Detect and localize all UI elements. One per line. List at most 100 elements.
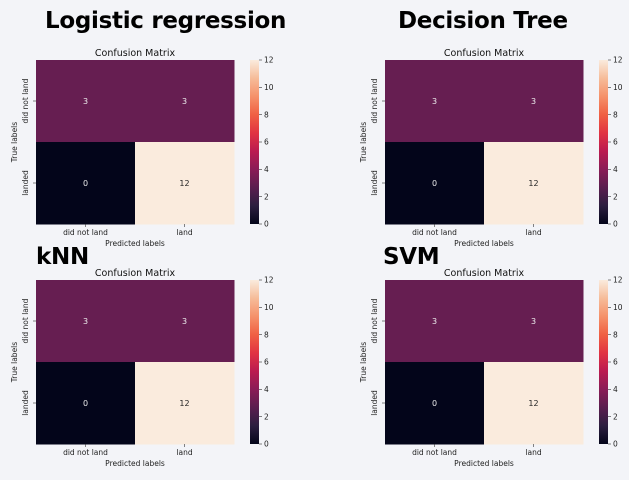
- y-axis-label: True labels: [10, 122, 19, 163]
- colorbar-tick-label: 8: [264, 330, 269, 339]
- cell-value-label: 12: [528, 399, 538, 408]
- confusion-matrix-knn: Confusion Matrix 3 3 0 12 did not land land Pre…: [10, 268, 274, 468]
- y-tick-label: landed: [21, 390, 30, 416]
- heatmap-cell: [484, 362, 584, 445]
- x-tick-label: land: [525, 448, 541, 457]
- colorbar-tick-label: 6: [613, 358, 618, 367]
- cell-value-label: 3: [182, 97, 187, 106]
- confusion-matrix-logistic-regression: Confusion Matrix 3 3 0 12 did not land land Pre…: [10, 48, 274, 248]
- y-axis-label: True labels: [10, 342, 19, 383]
- colorbar-tick-label: 6: [264, 358, 269, 367]
- colorbar-tick-label: 6: [613, 138, 618, 147]
- chart-title: Confusion Matrix: [444, 48, 525, 59]
- heading-logistic-regression: Logistic regression: [45, 8, 287, 34]
- heading-knn: kNN: [36, 244, 89, 270]
- colorbar-tick-label: 2: [264, 192, 269, 201]
- x-tick-label: land: [176, 228, 192, 237]
- heatmap-cell: [36, 142, 136, 225]
- cell-value-label: 12: [179, 399, 189, 408]
- heatmap-cell: [385, 280, 485, 363]
- heatmap-cell: [36, 60, 136, 143]
- y-tick-label: did not land: [21, 298, 30, 343]
- colorbar-tick-label: 10: [264, 303, 274, 312]
- heatmap-cell: [135, 60, 235, 143]
- colorbar-tick-label: 8: [613, 330, 618, 339]
- heatmap-cell: [135, 142, 235, 225]
- x-tick-label: did not land: [63, 448, 108, 457]
- heatmap-cell: [36, 362, 136, 445]
- heatmap-cell: [385, 142, 485, 225]
- cell-value-label: 12: [528, 179, 538, 188]
- colorbar-tick-label: 0: [613, 220, 618, 229]
- cell-value-label: 3: [432, 317, 437, 326]
- colorbar-tick-label: 8: [613, 110, 618, 119]
- colorbar: [599, 60, 608, 224]
- colorbar: [250, 60, 259, 224]
- colorbar-tick-label: 0: [264, 440, 269, 449]
- cell-value-label: 3: [531, 317, 536, 326]
- heatmap-cell: [36, 280, 136, 363]
- colorbar-tick-label: 0: [613, 440, 618, 449]
- x-tick-label: land: [176, 448, 192, 457]
- y-tick-label: landed: [21, 170, 30, 196]
- colorbar-tick-label: 2: [264, 412, 269, 421]
- heading-svm: SVM: [383, 244, 440, 270]
- cell-value-label: 0: [83, 179, 88, 188]
- cell-value-label: 0: [83, 399, 88, 408]
- colorbar-tick-label: 0: [264, 220, 269, 229]
- cell-value-label: 0: [432, 399, 437, 408]
- y-tick-label: landed: [370, 390, 379, 416]
- colorbar-tick-label: 10: [613, 83, 623, 92]
- x-tick-label: land: [525, 228, 541, 237]
- colorbar-tick-label: 12: [264, 276, 274, 285]
- cell-value-label: 3: [83, 317, 88, 326]
- y-axis-label: True labels: [359, 342, 368, 383]
- colorbar-tick-label: 2: [613, 192, 618, 201]
- y-axis-label: True labels: [359, 122, 368, 163]
- cell-value-label: 3: [83, 97, 88, 106]
- colorbar-tick-label: 6: [264, 138, 269, 147]
- y-tick-label: did not land: [370, 78, 379, 123]
- colorbar: [599, 280, 608, 444]
- cell-value-label: 3: [432, 97, 437, 106]
- cell-value-label: 3: [182, 317, 187, 326]
- colorbar-tick-label: 12: [264, 56, 274, 65]
- cell-value-label: 12: [179, 179, 189, 188]
- x-axis-label: Predicted labels: [105, 239, 165, 248]
- x-tick-label: did not land: [63, 228, 108, 237]
- colorbar-tick-label: 4: [613, 165, 618, 174]
- chart-title: Confusion Matrix: [444, 268, 525, 279]
- colorbar-tick-label: 10: [613, 303, 623, 312]
- chart-title: Confusion Matrix: [95, 48, 176, 59]
- cell-value-label: 3: [531, 97, 536, 106]
- confusion-matrix-svm: Confusion Matrix 3 3 0 12 did not land land Pre…: [359, 268, 623, 468]
- colorbar: [250, 280, 259, 444]
- colorbar-tick-label: 12: [613, 276, 623, 285]
- cell-value-label: 0: [432, 179, 437, 188]
- heatmap-cell: [385, 362, 485, 445]
- heatmap-cell: [484, 142, 584, 225]
- colorbar-tick-label: 8: [264, 110, 269, 119]
- x-tick-label: did not land: [412, 228, 457, 237]
- y-tick-label: landed: [370, 170, 379, 196]
- heatmap-cell: [484, 60, 584, 143]
- x-axis-label: Predicted labels: [454, 239, 514, 248]
- colorbar-tick-label: 12: [613, 56, 623, 65]
- y-tick-label: did not land: [21, 78, 30, 123]
- x-axis-label: Predicted labels: [105, 459, 165, 468]
- colorbar-tick-label: 4: [613, 385, 618, 394]
- heatmap-cell: [385, 60, 485, 143]
- x-tick-label: did not land: [412, 448, 457, 457]
- heatmap-cell: [135, 280, 235, 363]
- colorbar-tick-label: 10: [264, 83, 274, 92]
- y-tick-label: did not land: [370, 298, 379, 343]
- heatmap-cell: [135, 362, 235, 445]
- colorbar-tick-label: 4: [264, 165, 269, 174]
- chart-title: Confusion Matrix: [95, 268, 176, 279]
- colorbar-tick-label: 2: [613, 412, 618, 421]
- x-axis-label: Predicted labels: [454, 459, 514, 468]
- heatmap-cell: [484, 280, 584, 363]
- heading-decision-tree: Decision Tree: [398, 8, 568, 34]
- colorbar-tick-label: 4: [264, 385, 269, 394]
- confusion-matrix-decision-tree: Confusion Matrix 3 3 0 12 did not land land Pre…: [359, 48, 623, 248]
